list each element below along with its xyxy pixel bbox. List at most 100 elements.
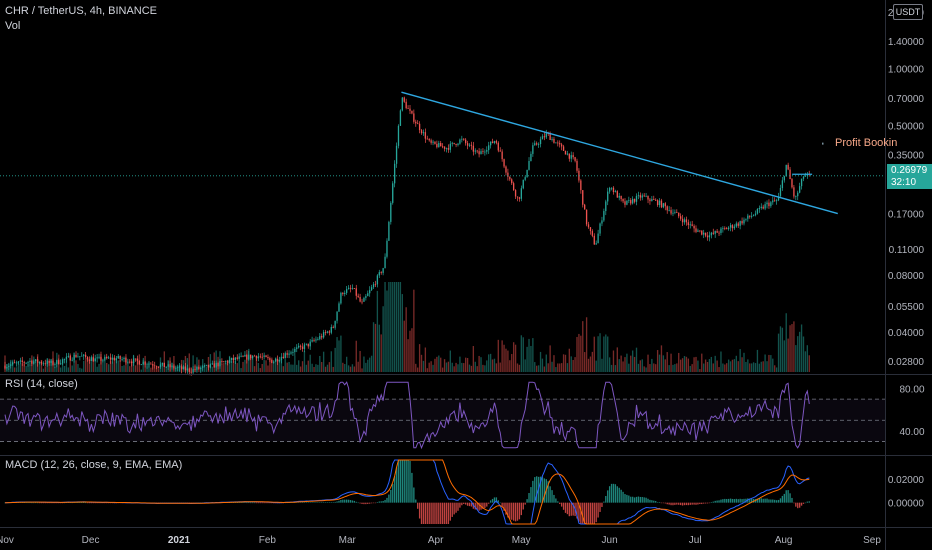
candle-body: [395, 145, 398, 164]
candle-body: [739, 221, 741, 226]
candle-body: [693, 225, 695, 229]
volume-bar: [438, 355, 440, 372]
macd-pane[interactable]: [4, 459, 810, 525]
macd-histogram-bar: [349, 500, 352, 503]
volume-bar: [449, 350, 451, 372]
macd-histogram-bar: [731, 498, 734, 503]
candle-body: [65, 356, 68, 360]
time-tick-label: Apr: [428, 535, 444, 546]
volume-bar: [79, 367, 81, 372]
candle-body: [332, 327, 334, 328]
volume-bar: [274, 357, 277, 372]
volume-bar: [710, 356, 713, 372]
volume-bar: [52, 351, 54, 372]
price-pane[interactable]: [0, 91, 885, 376]
macd-histogram-bar: [758, 498, 761, 503]
macd-histogram-bar: [534, 477, 536, 503]
volume-bar: [800, 324, 803, 372]
candle-body: [476, 150, 478, 152]
candle-body: [440, 142, 442, 147]
macd-histogram-bar: [250, 502, 252, 504]
currency-badge[interactable]: USDT: [893, 4, 923, 20]
macd-histogram-bar: [104, 502, 106, 504]
candle-body: [587, 224, 590, 228]
volume-bar: [603, 336, 605, 372]
macd-histogram-bar: [77, 502, 79, 504]
candle-body: [758, 208, 761, 209]
volume-bar: [226, 359, 229, 372]
candle-body: [405, 101, 407, 109]
candle-body: [743, 219, 745, 224]
candle-body: [359, 296, 361, 302]
volume-bar: [184, 355, 187, 372]
volume-bar: [286, 362, 288, 372]
volume-bar: [630, 355, 632, 372]
macd-histogram-bar: [522, 502, 524, 510]
macd-histogram-bar: [71, 502, 73, 504]
macd-histogram-bar: [25, 502, 27, 504]
candle-body: [637, 195, 640, 197]
macd-histogram-bar: [760, 498, 762, 503]
candle-body: [276, 358, 279, 362]
volume-bar: [409, 330, 411, 372]
candle-body: [334, 320, 336, 328]
macd-histogram-bar: [670, 502, 672, 506]
volume-bar: [13, 367, 16, 372]
volume-bar: [766, 361, 768, 372]
candle-body: [566, 153, 569, 155]
volume-bar: [217, 356, 219, 372]
macd-histogram-bar: [791, 497, 793, 503]
candle-body: [562, 146, 565, 151]
volume-bar: [722, 363, 724, 372]
candle-body: [374, 284, 377, 286]
macd-histogram-bar: [328, 502, 331, 503]
candle-body: [129, 361, 131, 363]
volume-bar: [36, 354, 39, 372]
volume-bar: [781, 327, 784, 372]
macd-histogram-bar: [785, 490, 787, 503]
macd-histogram-bar: [631, 496, 634, 503]
volume-bar: [495, 363, 498, 372]
macd-histogram-bar: [455, 502, 457, 513]
macd-histogram-bar: [733, 499, 736, 503]
macd-histogram-bar: [789, 493, 791, 503]
candle-body: [424, 132, 427, 139]
macd-histogram-bar: [618, 487, 620, 503]
price-tick-label: 0.04000: [888, 328, 925, 339]
volume-bar: [783, 340, 785, 372]
volume-bar: [75, 360, 77, 372]
volume-bar: [81, 368, 83, 372]
candle-body: [520, 188, 523, 199]
volume-bar: [572, 359, 574, 372]
volume-bar: [15, 367, 18, 372]
volume-bar: [568, 348, 570, 372]
volume-bar: [155, 367, 158, 372]
volume-bar: [683, 356, 686, 372]
candle-body: [286, 353, 288, 355]
candle-body: [781, 180, 784, 189]
volume-bar: [553, 355, 555, 372]
macd-histogram-bar: [420, 502, 423, 524]
candle-body: [572, 155, 574, 158]
volume-bar: [716, 360, 718, 372]
candle-body: [225, 361, 227, 363]
macd-histogram-bar: [411, 472, 413, 503]
candle-body: [250, 354, 252, 359]
volume-bar: [474, 361, 476, 372]
volume-bar: [440, 357, 442, 372]
rsi-pane[interactable]: [0, 381, 885, 450]
macd-histogram-bar: [676, 502, 678, 505]
volume-bar: [71, 365, 73, 372]
macd-histogram-bar: [265, 502, 267, 504]
candle-body: [543, 136, 546, 138]
macd-histogram-bar: [334, 501, 336, 503]
macd-histogram-bar: [418, 502, 421, 519]
candle-body: [81, 355, 83, 357]
volume-bar: [551, 361, 553, 372]
volume-bar: [595, 360, 597, 372]
candle-body: [378, 272, 380, 276]
candle-body: [534, 143, 536, 146]
volume-bar: [735, 355, 737, 372]
volume-bar: [401, 294, 403, 372]
